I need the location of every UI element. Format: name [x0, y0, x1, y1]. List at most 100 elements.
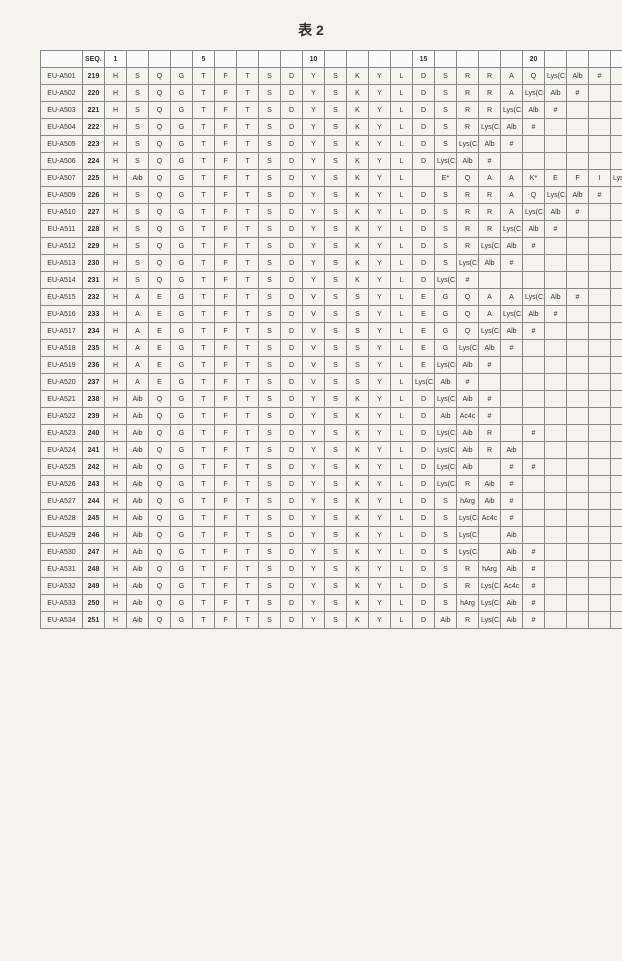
cell	[589, 595, 611, 612]
row-id: EU-A528	[41, 510, 83, 527]
cell: E	[149, 357, 171, 374]
cell: T	[237, 595, 259, 612]
cell: T	[193, 493, 215, 510]
cell	[611, 459, 622, 476]
table-row: EU-A517234HAEGTFTSDVSSYLEGQLys(C12)Alb#	[41, 323, 622, 340]
cell: Lys(C12)	[457, 510, 479, 527]
cell: S	[325, 459, 347, 476]
cell: D	[281, 493, 303, 510]
cell	[589, 578, 611, 595]
cell: Q	[149, 612, 171, 629]
table-row: EU-A502220HSQGTFTSDYSKYLDSRRALys(C12)Alb…	[41, 85, 622, 102]
cell	[611, 85, 622, 102]
cell: T	[237, 425, 259, 442]
cell: Aib	[457, 391, 479, 408]
table-title: 表 2	[40, 20, 582, 40]
cell: Alb	[457, 153, 479, 170]
cell: L	[391, 238, 413, 255]
position-header: 10	[303, 51, 325, 68]
cell: L	[391, 221, 413, 238]
cell: Y	[369, 323, 391, 340]
cell: Y	[369, 357, 391, 374]
cell: S	[325, 561, 347, 578]
cell: Lys(C12)	[479, 578, 501, 595]
cell: R	[457, 187, 479, 204]
cell: T	[193, 255, 215, 272]
position-header	[215, 51, 237, 68]
cell: S	[259, 85, 281, 102]
cell: R	[479, 68, 501, 85]
cell: #	[479, 391, 501, 408]
cell	[523, 340, 545, 357]
cell	[589, 544, 611, 561]
cell: A	[501, 204, 523, 221]
cell: L	[391, 476, 413, 493]
cell: F	[215, 459, 237, 476]
cell: K	[347, 510, 369, 527]
cell: Alb	[545, 289, 567, 306]
cell: #	[589, 68, 611, 85]
cell: T	[193, 425, 215, 442]
cell: Lys(C12)	[479, 238, 501, 255]
cell: K	[347, 238, 369, 255]
cell: Lys(C12)	[435, 357, 457, 374]
position-header: 5	[193, 51, 215, 68]
cell: H	[105, 459, 127, 476]
row-id: EU-A521	[41, 391, 83, 408]
cell: Q	[149, 459, 171, 476]
row-id: EU-A511	[41, 221, 83, 238]
cell: S	[127, 136, 149, 153]
cell: Aib	[127, 544, 149, 561]
cell: D	[281, 204, 303, 221]
cell: G	[435, 306, 457, 323]
cell: Y	[369, 527, 391, 544]
cell	[611, 289, 622, 306]
cell: V	[303, 323, 325, 340]
cell: #	[589, 187, 611, 204]
cell: T	[237, 493, 259, 510]
cell: Q	[149, 238, 171, 255]
cell: D	[281, 272, 303, 289]
cell	[501, 357, 523, 374]
cell: T	[193, 221, 215, 238]
cell: S	[259, 578, 281, 595]
cell: D	[281, 459, 303, 476]
cell: H	[105, 476, 127, 493]
table-row: EU-A511228HSQGTFTSDYSKYLDSRRLys(C12)Alb#	[41, 221, 622, 238]
cell: Lys(C12)	[523, 85, 545, 102]
cell: Q	[149, 476, 171, 493]
position-header	[259, 51, 281, 68]
cell: H	[105, 85, 127, 102]
cell: Y	[303, 391, 325, 408]
cell: H	[105, 510, 127, 527]
cell: #	[523, 459, 545, 476]
cell: E	[545, 170, 567, 187]
cell: Y	[303, 68, 325, 85]
cell: Y	[303, 187, 325, 204]
cell: Lys(C12)	[457, 340, 479, 357]
cell: T	[193, 306, 215, 323]
cell: I	[589, 170, 611, 187]
seq-no: 234	[83, 323, 105, 340]
cell	[501, 391, 523, 408]
cell: Y	[369, 425, 391, 442]
cell	[479, 544, 501, 561]
cell	[589, 510, 611, 527]
cell: D	[281, 102, 303, 119]
cell: #	[501, 476, 523, 493]
cell	[545, 255, 567, 272]
cell	[523, 442, 545, 459]
cell: Alb	[457, 357, 479, 374]
seq-no: 219	[83, 68, 105, 85]
cell: R	[457, 85, 479, 102]
cell: Lys(C12)	[435, 425, 457, 442]
cell: K	[347, 272, 369, 289]
cell: Aib	[127, 476, 149, 493]
cell: S	[127, 102, 149, 119]
cell: S	[259, 408, 281, 425]
cell	[523, 153, 545, 170]
row-id: EU-A506	[41, 153, 83, 170]
cell: Y	[303, 510, 325, 527]
cell	[611, 391, 622, 408]
cell: Lys(C12)	[501, 102, 523, 119]
